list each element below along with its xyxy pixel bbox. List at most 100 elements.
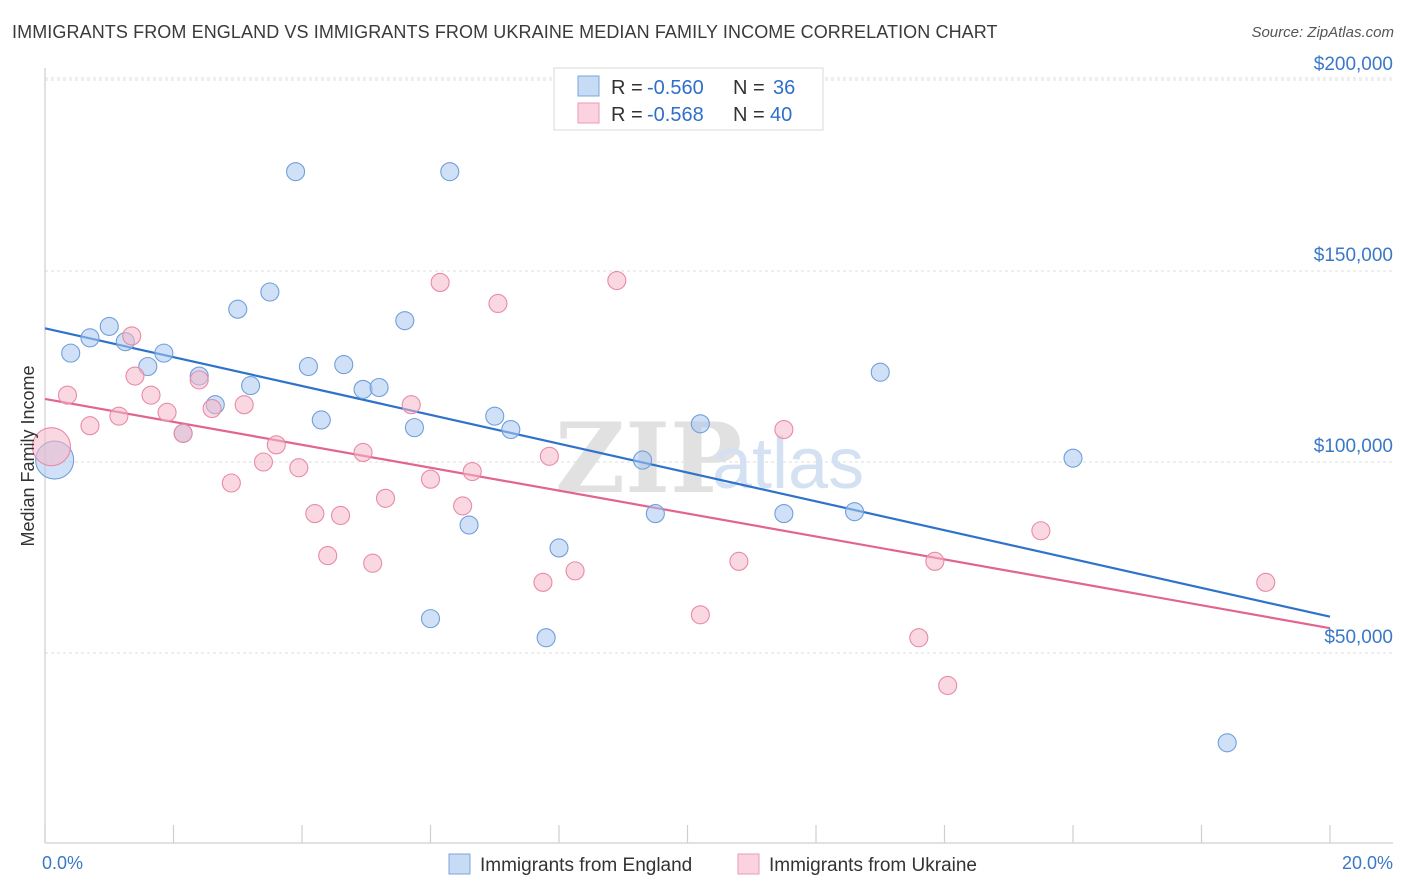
point-ukraine-36 xyxy=(925,551,945,571)
y-axis-title: Median Family Income xyxy=(18,365,38,546)
point-england-22 xyxy=(440,162,460,182)
point-ukraine-6 xyxy=(141,385,161,405)
point-ukraine-28 xyxy=(533,572,553,592)
point-ukraine-15 xyxy=(289,458,309,478)
point-ukraine-20 xyxy=(363,553,383,573)
point-england-14 xyxy=(298,356,318,377)
point-ukraine-2 xyxy=(80,416,100,436)
point-england-30 xyxy=(690,414,710,434)
point-england-23 xyxy=(459,515,479,535)
point-england-6 xyxy=(154,343,174,363)
point-ukraine-19 xyxy=(353,442,373,463)
data-points xyxy=(31,162,1276,753)
gridlines xyxy=(45,77,1393,654)
point-england-24 xyxy=(485,406,505,426)
point-ukraine-31 xyxy=(607,270,627,291)
point-ukraine-4 xyxy=(122,326,142,346)
point-england-1 xyxy=(61,343,81,363)
point-england-10 xyxy=(228,299,248,319)
point-england-16 xyxy=(334,355,354,375)
y-tick-label-3: $200,000 xyxy=(1314,54,1393,75)
point-england-35 xyxy=(1217,733,1237,753)
bottom-legend-label-england: Immigrants from England xyxy=(480,855,692,876)
point-ukraine-26 xyxy=(462,461,482,482)
legend-r-label-ukraine: R = xyxy=(611,104,643,126)
point-ukraine-13 xyxy=(253,452,274,472)
point-england-27 xyxy=(549,538,569,558)
point-ukraine-33 xyxy=(729,551,749,571)
point-ukraine-23 xyxy=(420,469,441,489)
point-england-21 xyxy=(420,609,441,629)
y-tick-label-2: $150,000 xyxy=(1314,245,1393,266)
point-ukraine-30 xyxy=(565,561,585,581)
point-england-3 xyxy=(99,316,119,336)
point-england-11 xyxy=(241,376,261,396)
point-ukraine-35 xyxy=(909,628,929,648)
point-ukraine-17 xyxy=(318,546,338,566)
point-ukraine-7 xyxy=(157,402,177,422)
point-ukraine-27 xyxy=(488,293,508,314)
point-ukraine-14 xyxy=(266,435,286,455)
trend-line-england xyxy=(44,327,1331,618)
point-england-2 xyxy=(80,328,100,348)
point-england-18 xyxy=(369,377,389,398)
point-ukraine-11 xyxy=(221,473,241,493)
legend-r-value-ukraine: -0.568 xyxy=(647,104,704,126)
chart-title: IMMIGRANTS FROM ENGLAND VS IMMIGRANTS FR… xyxy=(12,22,998,42)
point-england-13 xyxy=(286,162,306,182)
point-ukraine-12 xyxy=(234,395,254,415)
y-tick-label-0: $50,000 xyxy=(1324,627,1393,648)
point-ukraine-0 xyxy=(31,427,71,467)
point-ukraine-29 xyxy=(539,446,559,466)
point-ukraine-37 xyxy=(938,675,958,696)
bottom-legend-swatch-england xyxy=(448,853,471,875)
legend-n-label-ukraine: N = xyxy=(733,104,765,126)
point-england-12 xyxy=(260,282,280,302)
legend-n-label-england: N = xyxy=(733,77,765,99)
legend-swatch-ukraine xyxy=(577,102,600,124)
x-tick-label-0: 0.0% xyxy=(42,853,83,873)
point-ukraine-8 xyxy=(173,423,193,443)
chart-source: Source: ZipAtlas.com xyxy=(1251,24,1394,41)
point-england-34 xyxy=(1063,448,1083,468)
legend-swatch-england xyxy=(577,75,600,97)
point-england-28 xyxy=(632,450,653,470)
point-ukraine-16 xyxy=(305,504,325,524)
legend: R = -0.560 N = 36 R = -0.568 N = 40 xyxy=(553,67,824,131)
point-ukraine-5 xyxy=(125,366,145,386)
point-england-26 xyxy=(536,628,556,648)
y-tick-label-1: $100,000 xyxy=(1314,436,1393,457)
legend-r-value-england: -0.560 xyxy=(647,77,704,99)
point-england-17 xyxy=(353,379,373,399)
point-england-29 xyxy=(645,504,665,524)
y-tick-labels: $50,000 $100,000 $150,000 $200,000 xyxy=(1314,54,1393,648)
point-england-32 xyxy=(844,502,865,522)
point-england-31 xyxy=(774,504,794,524)
bottom-legend-label-ukraine: Immigrants from Ukraine xyxy=(769,855,977,876)
point-england-33 xyxy=(870,362,890,382)
bottom-legend: Immigrants from England Immigrants from … xyxy=(448,853,977,876)
point-ukraine-1 xyxy=(57,385,78,405)
bottom-legend-swatch-ukraine xyxy=(737,853,760,875)
point-ukraine-25 xyxy=(453,496,473,516)
point-ukraine-3 xyxy=(109,406,129,426)
point-england-15 xyxy=(311,410,331,430)
point-ukraine-24 xyxy=(430,272,450,293)
trend-line-ukraine xyxy=(44,397,1331,630)
point-ukraine-32 xyxy=(690,605,710,625)
point-ukraine-38 xyxy=(1031,521,1051,541)
point-england-5 xyxy=(138,356,158,377)
x-tick-labels: 0.0% 20.0% xyxy=(42,853,1393,873)
point-ukraine-10 xyxy=(202,398,222,419)
point-england-19 xyxy=(395,311,415,331)
x-tick-label-1: 20.0% xyxy=(1342,853,1393,873)
legend-r-label-england: R = xyxy=(611,77,643,99)
point-england-25 xyxy=(501,419,521,440)
trend-lines xyxy=(44,327,1331,630)
point-ukraine-9 xyxy=(189,370,209,390)
point-ukraine-21 xyxy=(375,488,396,508)
point-ukraine-34 xyxy=(774,419,794,440)
point-ukraine-39 xyxy=(1256,572,1276,592)
point-ukraine-18 xyxy=(330,505,351,526)
